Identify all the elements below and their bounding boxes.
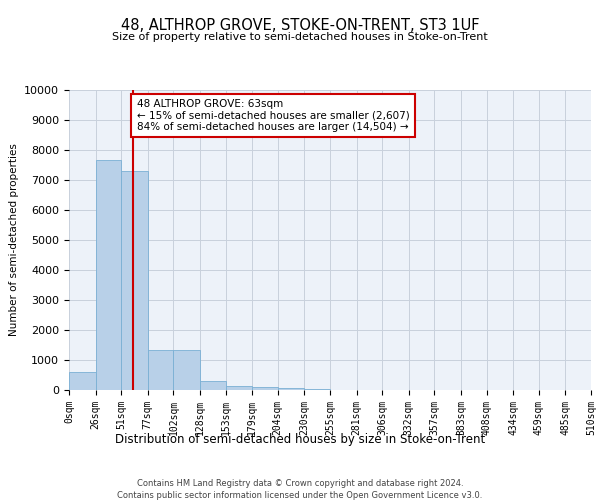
Bar [95,160,121,390]
Text: Contains public sector information licensed under the Open Government Licence v3: Contains public sector information licen… [118,491,482,500]
Bar [278,388,304,390]
Bar [173,350,200,390]
Bar [226,386,252,390]
Text: 48, ALTHROP GROVE, STOKE-ON-TRENT, ST3 1UF: 48, ALTHROP GROVE, STOKE-ON-TRENT, ST3 1… [121,18,479,32]
Text: Contains HM Land Registry data © Crown copyright and database right 2024.: Contains HM Land Registry data © Crown c… [137,479,463,488]
Bar [69,372,95,390]
Text: 48 ALTHROP GROVE: 63sqm
← 15% of semi-detached houses are smaller (2,607)
84% of: 48 ALTHROP GROVE: 63sqm ← 15% of semi-de… [137,99,409,132]
Bar [148,350,173,390]
Text: Size of property relative to semi-detached houses in Stoke-on-Trent: Size of property relative to semi-detach… [112,32,488,42]
Bar [304,388,330,390]
Bar [200,381,226,390]
Bar [252,387,278,390]
Y-axis label: Number of semi-detached properties: Number of semi-detached properties [9,144,19,336]
Bar [121,171,148,390]
Text: Distribution of semi-detached houses by size in Stoke-on-Trent: Distribution of semi-detached houses by … [115,432,485,446]
